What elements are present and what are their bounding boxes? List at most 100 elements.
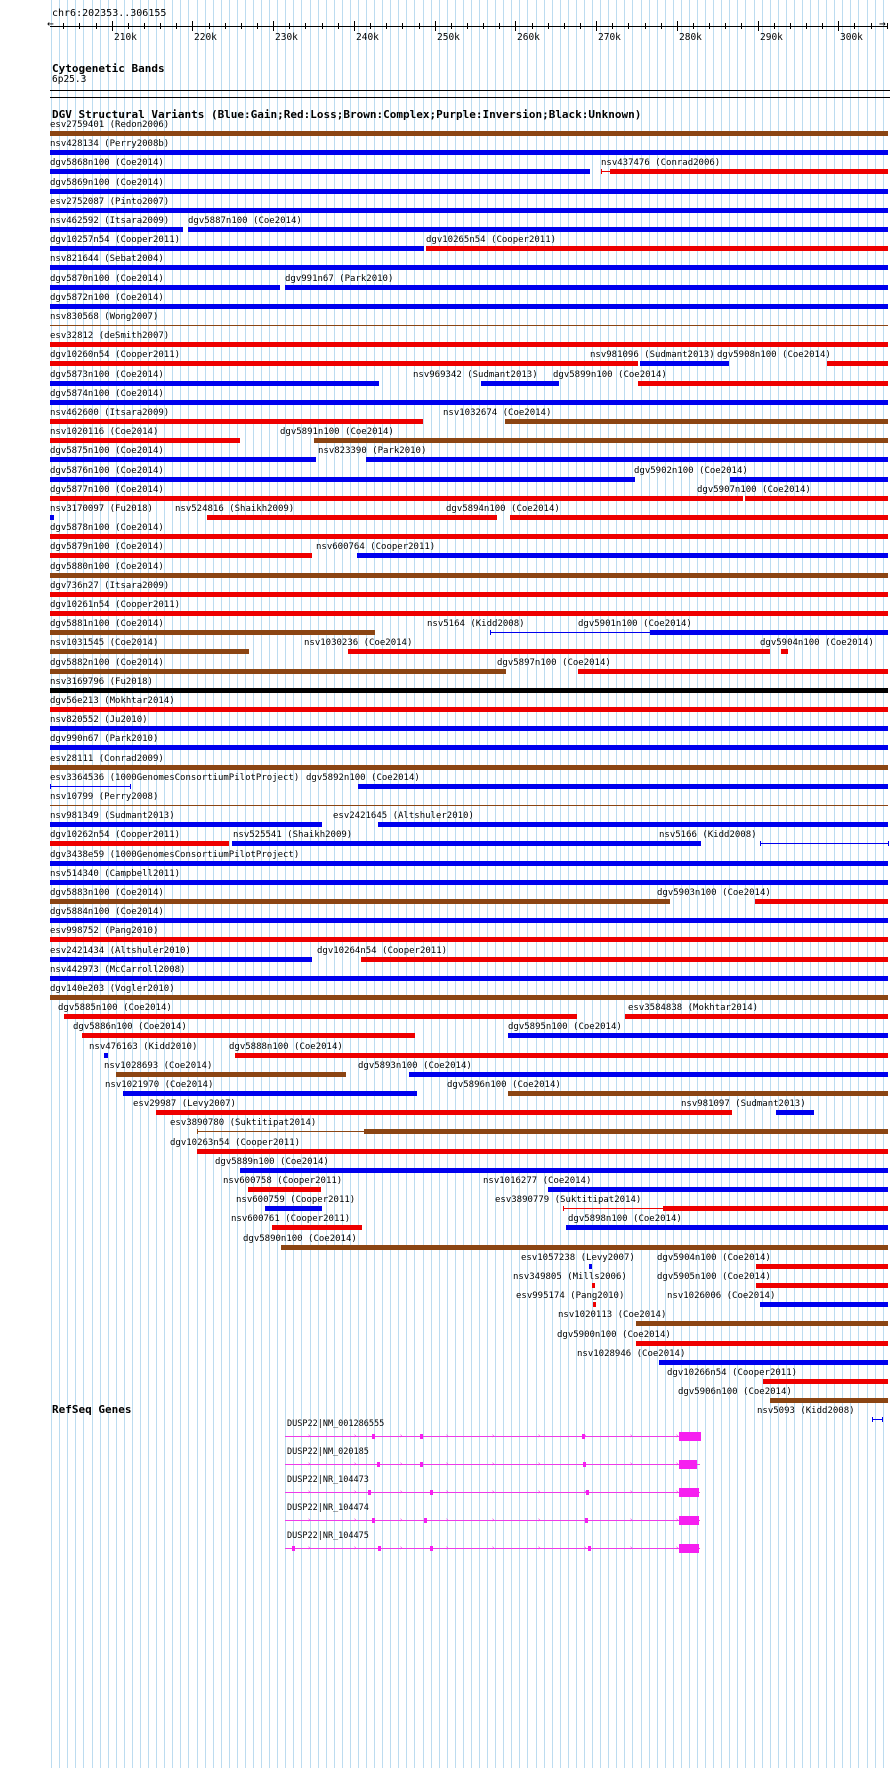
variant-label[interactable]: dgv5881n100 (Coe2014) [50, 619, 164, 630]
variant-bar[interactable] [50, 380, 379, 386]
variant-label[interactable]: esv2421645 (Altshuler2010) [333, 811, 474, 822]
variant-label[interactable]: dgv5898n100 (Coe2014) [568, 1214, 682, 1225]
variant-label[interactable]: dgv5878n100 (Coe2014) [50, 523, 164, 534]
variant-bar[interactable] [50, 227, 183, 232]
variant-label[interactable]: nsv1028693 (Coe2014) [104, 1060, 213, 1071]
variant-label[interactable]: dgv5900n100 (Coe2014) [557, 1329, 671, 1340]
variant-bar[interactable] [50, 361, 638, 367]
variant-label[interactable]: esv29987 (Levy2007) [133, 1099, 236, 1110]
variant-bar[interactable] [763, 1379, 888, 1384]
variant-bar[interactable] [361, 956, 888, 962]
variant-label[interactable]: nsv3170097 (Fu2018) [50, 504, 153, 514]
variant-bar[interactable] [50, 805, 888, 806]
variant-label[interactable]: dgv10262n54 (Cooper2011) [50, 830, 181, 841]
variant-bar[interactable] [50, 169, 590, 175]
variant-label[interactable]: nsv1020113 (Coe2014) [558, 1310, 667, 1321]
variant-label[interactable]: dgv5893n100 (Coe2014) [358, 1060, 472, 1071]
variant-label[interactable]: nsv1021970 (Coe2014) [105, 1080, 214, 1090]
variant-bar[interactable] [636, 1340, 888, 1346]
gene-label[interactable]: DUSP22|NR_104473 [287, 1475, 369, 1485]
variant-bar[interactable] [50, 553, 312, 559]
variant-bar[interactable] [285, 284, 888, 290]
variant-bar[interactable] [197, 1148, 888, 1154]
variant-label[interactable]: nsv10799 (Perry2008) [50, 792, 159, 802]
variant-label[interactable]: dgv5894n100 (Coe2014) [446, 504, 560, 514]
variant-bar[interactable] [50, 707, 888, 712]
variant-label[interactable]: nsv981096 (Sudmant2013) [590, 350, 715, 361]
variant-label[interactable]: dgv10261n54 (Cooper2011) [50, 600, 181, 610]
variant-label[interactable]: nsv525541 (Shaikh2009) [233, 830, 353, 841]
variant-bar[interactable] [272, 1225, 362, 1231]
variant-bar[interactable] [366, 457, 888, 463]
variant-bar[interactable] [50, 899, 670, 904]
variant-label[interactable]: dgv5883n100 (Coe2014) [50, 888, 164, 898]
variant-bar[interactable] [50, 438, 240, 444]
variant-label[interactable]: nsv823390 (Park2010) [318, 446, 427, 457]
variant-label[interactable]: esv995174 (Pang2010) [516, 1291, 625, 1302]
variant-label[interactable]: esv3584838 (Mokhtar2014) [628, 1003, 759, 1014]
variant-label[interactable]: dgv5882n100 (Coe2014) [50, 657, 164, 668]
variant-label[interactable]: dgv5904n100 (Coe2014) [760, 638, 874, 649]
variant-bar[interactable] [50, 495, 743, 501]
variant-bar[interactable] [755, 899, 888, 904]
variant-bar[interactable] [50, 150, 888, 156]
variant-label[interactable]: dgv5895n100 (Coe2014) [508, 1022, 622, 1033]
variant-bar[interactable] [578, 668, 888, 674]
variant-bar[interactable] [659, 1359, 888, 1365]
variant-label[interactable]: dgv5902n100 (Coe2014) [634, 465, 748, 476]
variant-bar[interactable] [770, 1398, 888, 1404]
variant-bar[interactable] [281, 1244, 888, 1250]
variant-label[interactable]: dgv10266n54 (Cooper2011) [667, 1368, 798, 1378]
variant-label[interactable]: dgv5873n100 (Coe2014) [50, 369, 164, 380]
variant-bar[interactable] [50, 591, 888, 597]
variant-bar[interactable] [625, 1014, 888, 1020]
variant-bar[interactable] [589, 1263, 592, 1269]
variant-label[interactable]: nsv969342 (Sudmant2013) [413, 369, 538, 380]
variant-bar[interactable] [232, 841, 701, 847]
variant-label[interactable]: nsv462592 (Itsara2009) [50, 216, 170, 226]
variant-bar[interactable] [50, 534, 888, 540]
variant-bar[interactable] [357, 553, 888, 559]
variant-bar[interactable] [50, 841, 229, 847]
variant-label[interactable]: dgv5889n100 (Coe2014) [215, 1156, 329, 1167]
variant-bar[interactable] [364, 1129, 888, 1135]
variant-label[interactable]: dgv5868n100 (Coe2014) [50, 158, 164, 169]
variant-bar[interactable] [235, 1052, 888, 1058]
gene-label[interactable]: DUSP22|NM_001286555 [287, 1419, 385, 1429]
variant-label[interactable]: dgv5891n100 (Coe2014) [280, 427, 394, 438]
variant-bar[interactable] [50, 745, 888, 751]
variant-label[interactable]: nsv1020116 (Coe2014) [50, 427, 159, 438]
variant-label[interactable]: nsv442973 (McCarroll2008) [50, 964, 186, 975]
variant-label[interactable]: esv2421434 (Altshuler2010) [50, 945, 191, 956]
variant-label[interactable]: dgv5874n100 (Coe2014) [50, 388, 164, 399]
variant-bar[interactable] [50, 630, 375, 636]
variant-bar[interactable] [756, 1283, 888, 1288]
variant-bar[interactable] [756, 1263, 888, 1269]
variant-label[interactable]: dgv5906n100 (Coe2014) [678, 1387, 792, 1398]
variant-label[interactable]: dgv5897n100 (Coe2014) [497, 657, 611, 668]
variant-label[interactable]: dgv991n67 (Park2010) [285, 273, 394, 284]
variant-bar[interactable] [240, 1167, 888, 1173]
variant-bar[interactable] [663, 1206, 888, 1212]
variant-bar[interactable] [82, 1033, 415, 1039]
variant-label[interactable]: nsv476163 (Kidd2010) [89, 1041, 198, 1052]
variant-bar[interactable] [50, 764, 888, 770]
variant-label[interactable]: dgv5903n100 (Coe2014) [657, 888, 771, 898]
variant-label[interactable]: esv2759401 (Redon2006) [50, 120, 170, 130]
variant-bar[interactable] [50, 131, 888, 136]
variant-bar[interactable] [50, 399, 888, 405]
variant-label[interactable]: nsv600764 (Cooper2011) [316, 542, 436, 553]
variant-bar[interactable] [50, 975, 888, 981]
variant-bar[interactable] [566, 1225, 888, 1231]
variant-bar[interactable] [156, 1110, 732, 1116]
variant-label[interactable]: nsv830568 (Wong2007) [50, 312, 159, 322]
variant-label[interactable]: dgv10260n54 (Cooper2011) [50, 350, 181, 361]
variant-label[interactable]: dgv5890n100 (Coe2014) [243, 1233, 357, 1244]
variant-label[interactable]: dgv5879n100 (Coe2014) [50, 542, 164, 553]
variant-bar[interactable] [50, 995, 888, 1000]
variant-bar[interactable] [50, 476, 635, 482]
variant-bar[interactable] [50, 937, 888, 943]
variant-bar[interactable] [50, 515, 54, 520]
variant-label[interactable]: dgv5908n100 (Coe2014) [717, 350, 831, 361]
variant-bar[interactable] [409, 1071, 888, 1077]
